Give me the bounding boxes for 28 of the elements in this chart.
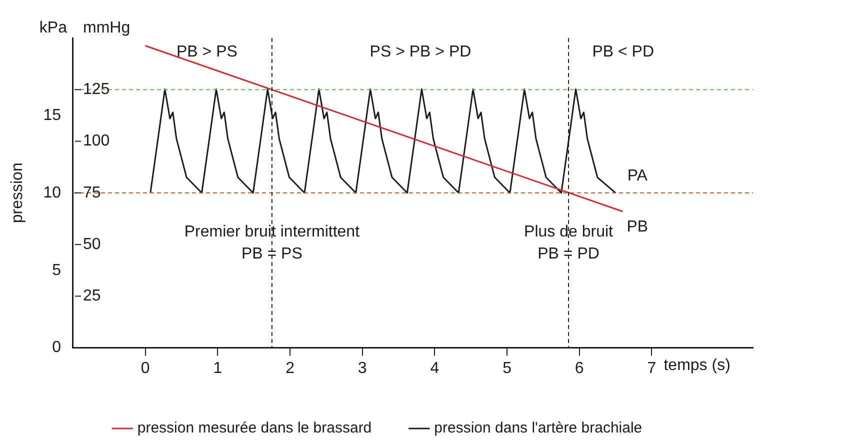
legend-label: pression mesurée dans le brassard <box>137 420 372 437</box>
annotation: PB < PD <box>592 44 654 61</box>
y2-tick-label: 25 <box>82 288 101 305</box>
y2-axis-title: mmHg <box>82 19 130 36</box>
y-tick-label: 15 <box>43 106 62 124</box>
y2-tick-label: 125 <box>82 81 110 98</box>
x-tick-label: 2 <box>286 360 295 377</box>
y2-tick-label: 75 <box>82 184 101 202</box>
x-tick-label: 1 <box>213 360 222 377</box>
x-tick-label: 6 <box>574 360 584 377</box>
y-axis-title: pression <box>9 162 26 224</box>
y-tick-label: 5 <box>52 262 62 279</box>
text: kPa <box>39 19 68 36</box>
annotation: PS > PB > PD <box>370 44 472 61</box>
x-tick-label: 7 <box>647 360 656 377</box>
annotation: PA <box>627 168 648 185</box>
y2-tick-label: 100 <box>82 132 110 150</box>
annotation: PB > PS <box>176 44 238 61</box>
y-tick-label: 10 <box>43 184 62 202</box>
x-tick-label: 3 <box>358 360 367 377</box>
x-axis-title: temps (s) <box>664 357 730 374</box>
x-tick-label: 4 <box>430 360 440 377</box>
y2-tick-label: 50 <box>82 236 101 253</box>
annotation: PB <box>626 218 648 236</box>
x-tick-label: 5 <box>502 360 512 377</box>
y-tick-label: 0 <box>52 339 62 356</box>
legend-label: pression dans l'artère brachiale <box>434 420 642 437</box>
x-tick-label: 0 <box>140 360 150 377</box>
